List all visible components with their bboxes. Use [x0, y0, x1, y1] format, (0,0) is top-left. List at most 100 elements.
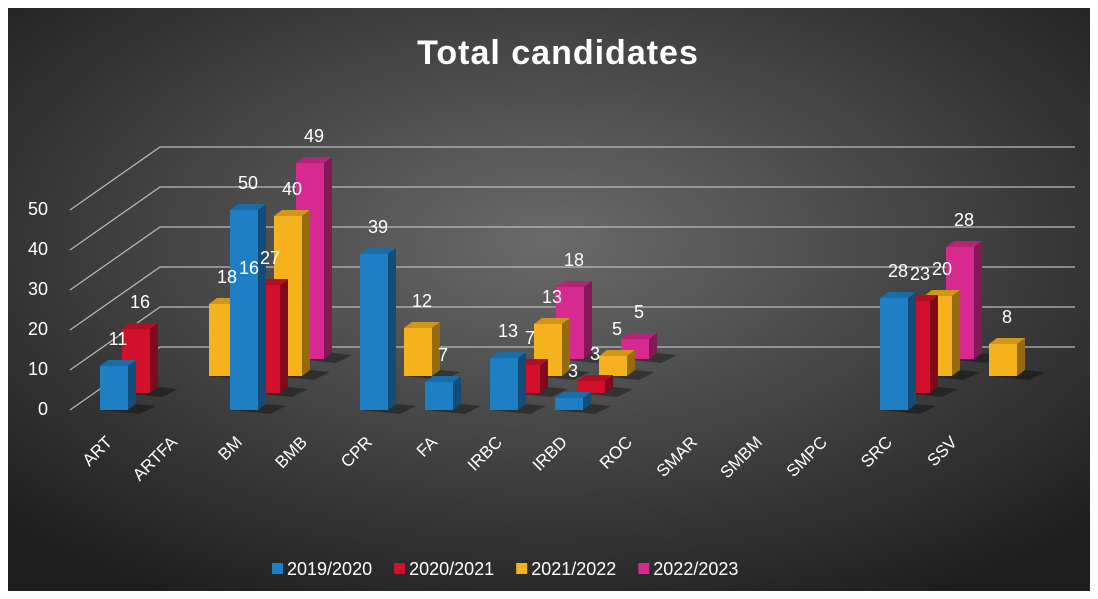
bar-front [425, 382, 453, 410]
grid-line [69, 226, 1075, 291]
grid-line [69, 186, 1075, 251]
bar-side [649, 333, 657, 359]
data-label: 11 [109, 329, 128, 349]
bar-side [128, 360, 136, 410]
bar-front [599, 356, 627, 376]
legend-label: 2020/2021 [409, 559, 494, 579]
bar-front [490, 358, 518, 410]
legend-swatch [394, 563, 406, 574]
bar-side [540, 359, 548, 393]
data-label: 28 [954, 210, 974, 230]
bar [490, 352, 546, 414]
grid-line [69, 266, 1075, 331]
bar-front [100, 366, 128, 410]
bar-top [599, 350, 635, 356]
bar-side [1017, 338, 1025, 376]
legend-label: 2019/2020 [287, 559, 372, 579]
data-label: 5 [612, 319, 622, 339]
legend-label: 2021/2022 [531, 559, 616, 579]
data-label: 49 [304, 126, 324, 146]
data-label: 5 [634, 302, 644, 322]
bar-top [577, 375, 613, 381]
bar-side [952, 290, 960, 376]
bar [404, 322, 460, 380]
bar-side [432, 322, 440, 376]
bar-front [230, 210, 258, 410]
bar [880, 292, 936, 414]
bar [577, 375, 633, 397]
bar-side [627, 350, 635, 376]
bar-side [974, 241, 982, 359]
data-label: 13 [542, 287, 562, 307]
bar [989, 338, 1045, 380]
bar-front [360, 254, 388, 410]
y-tick-label: 30 [28, 279, 48, 299]
bar-top [296, 157, 332, 163]
bar-top [425, 376, 461, 382]
bar-top [880, 292, 916, 298]
data-label: 18 [217, 267, 237, 287]
bar-side [453, 376, 461, 410]
y-tick-label: 50 [28, 199, 48, 219]
grid-line [69, 146, 1075, 211]
data-label: 18 [564, 250, 584, 270]
bar-side [518, 352, 526, 410]
bar-front [555, 398, 583, 410]
bar-top [490, 352, 526, 358]
data-label: 3 [590, 344, 600, 364]
bar-side [302, 210, 310, 376]
bar-side [562, 318, 570, 376]
bar-top [404, 322, 440, 328]
grid-line [69, 306, 1075, 371]
bar-top [946, 241, 982, 247]
data-label: 3 [568, 361, 578, 381]
bar [621, 333, 677, 363]
bar-front [577, 381, 605, 393]
bars [100, 157, 1045, 414]
data-label: 39 [368, 217, 388, 237]
bar-side [150, 323, 158, 393]
bar-top [989, 338, 1025, 344]
bar-top [621, 333, 657, 339]
data-label: 8 [1002, 307, 1012, 327]
data-label: 16 [130, 292, 150, 312]
bar-top [122, 323, 158, 329]
legend-swatch [516, 563, 528, 574]
bar [230, 204, 286, 414]
y-tick-label: 20 [28, 319, 48, 339]
bar [425, 376, 481, 414]
data-label: 50 [238, 173, 258, 193]
y-tick-label: 40 [28, 239, 48, 259]
data-label: 16 [239, 258, 259, 278]
legend-swatch [272, 563, 283, 574]
bar [360, 248, 416, 414]
legend-label: 2022/2023 [653, 559, 738, 579]
bar-side [258, 204, 266, 410]
data-label: 27 [260, 248, 280, 268]
data-label: 7 [525, 328, 535, 348]
bar-side [930, 295, 938, 393]
bar-side [324, 157, 332, 359]
data-label: 13 [498, 321, 518, 341]
bar-top [230, 204, 266, 210]
bar-top [555, 392, 591, 398]
bar-top [534, 318, 570, 324]
chart-title: Total candidates [417, 34, 699, 72]
grid: 0 10 20 30 40 50 [28, 146, 1075, 419]
bar-side [584, 281, 592, 359]
bar-top [100, 360, 136, 366]
data-label: 40 [282, 179, 302, 199]
data-label: 23 [910, 264, 930, 284]
bar-front [880, 298, 908, 410]
bar-side [280, 279, 288, 393]
bar [555, 392, 611, 414]
bar-front [989, 344, 1017, 376]
bar [599, 350, 655, 380]
bar [100, 360, 156, 414]
bar-top [274, 210, 310, 216]
data-label: 7 [438, 345, 448, 365]
y-tick-label: 10 [28, 359, 48, 379]
bar-side [388, 248, 396, 410]
bar-front [404, 328, 432, 376]
